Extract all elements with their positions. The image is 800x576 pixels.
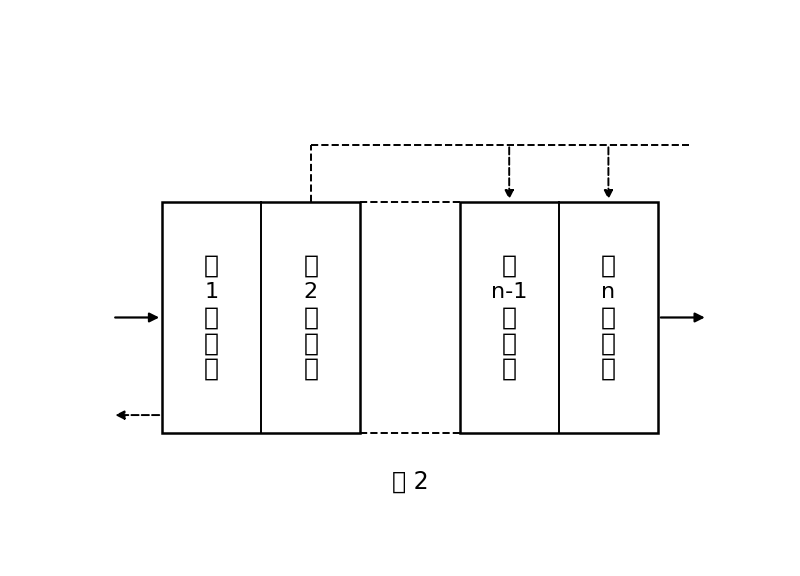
Text: 第: 第 [303,254,318,278]
Text: n-1: n-1 [491,282,527,302]
Text: 取: 取 [303,331,318,355]
Text: n: n [602,282,615,302]
Text: 级: 级 [204,357,219,381]
Text: 第: 第 [502,254,517,278]
Text: 取: 取 [502,331,517,355]
Text: 1: 1 [205,282,218,302]
Bar [459,202,658,433]
Text: 取: 取 [204,331,219,355]
Text: 第: 第 [204,254,219,278]
Bar [162,202,361,433]
Text: 萃: 萃 [502,305,517,329]
Text: 2: 2 [304,282,318,302]
Text: 图 2: 图 2 [392,469,428,494]
Text: 级: 级 [303,357,318,381]
Text: 级: 级 [502,357,517,381]
Text: 萃: 萃 [601,305,616,329]
Text: 级: 级 [601,357,616,381]
Text: 萃: 萃 [204,305,219,329]
Text: 取: 取 [601,331,616,355]
Text: 第: 第 [601,254,616,278]
Text: 萃: 萃 [303,305,318,329]
